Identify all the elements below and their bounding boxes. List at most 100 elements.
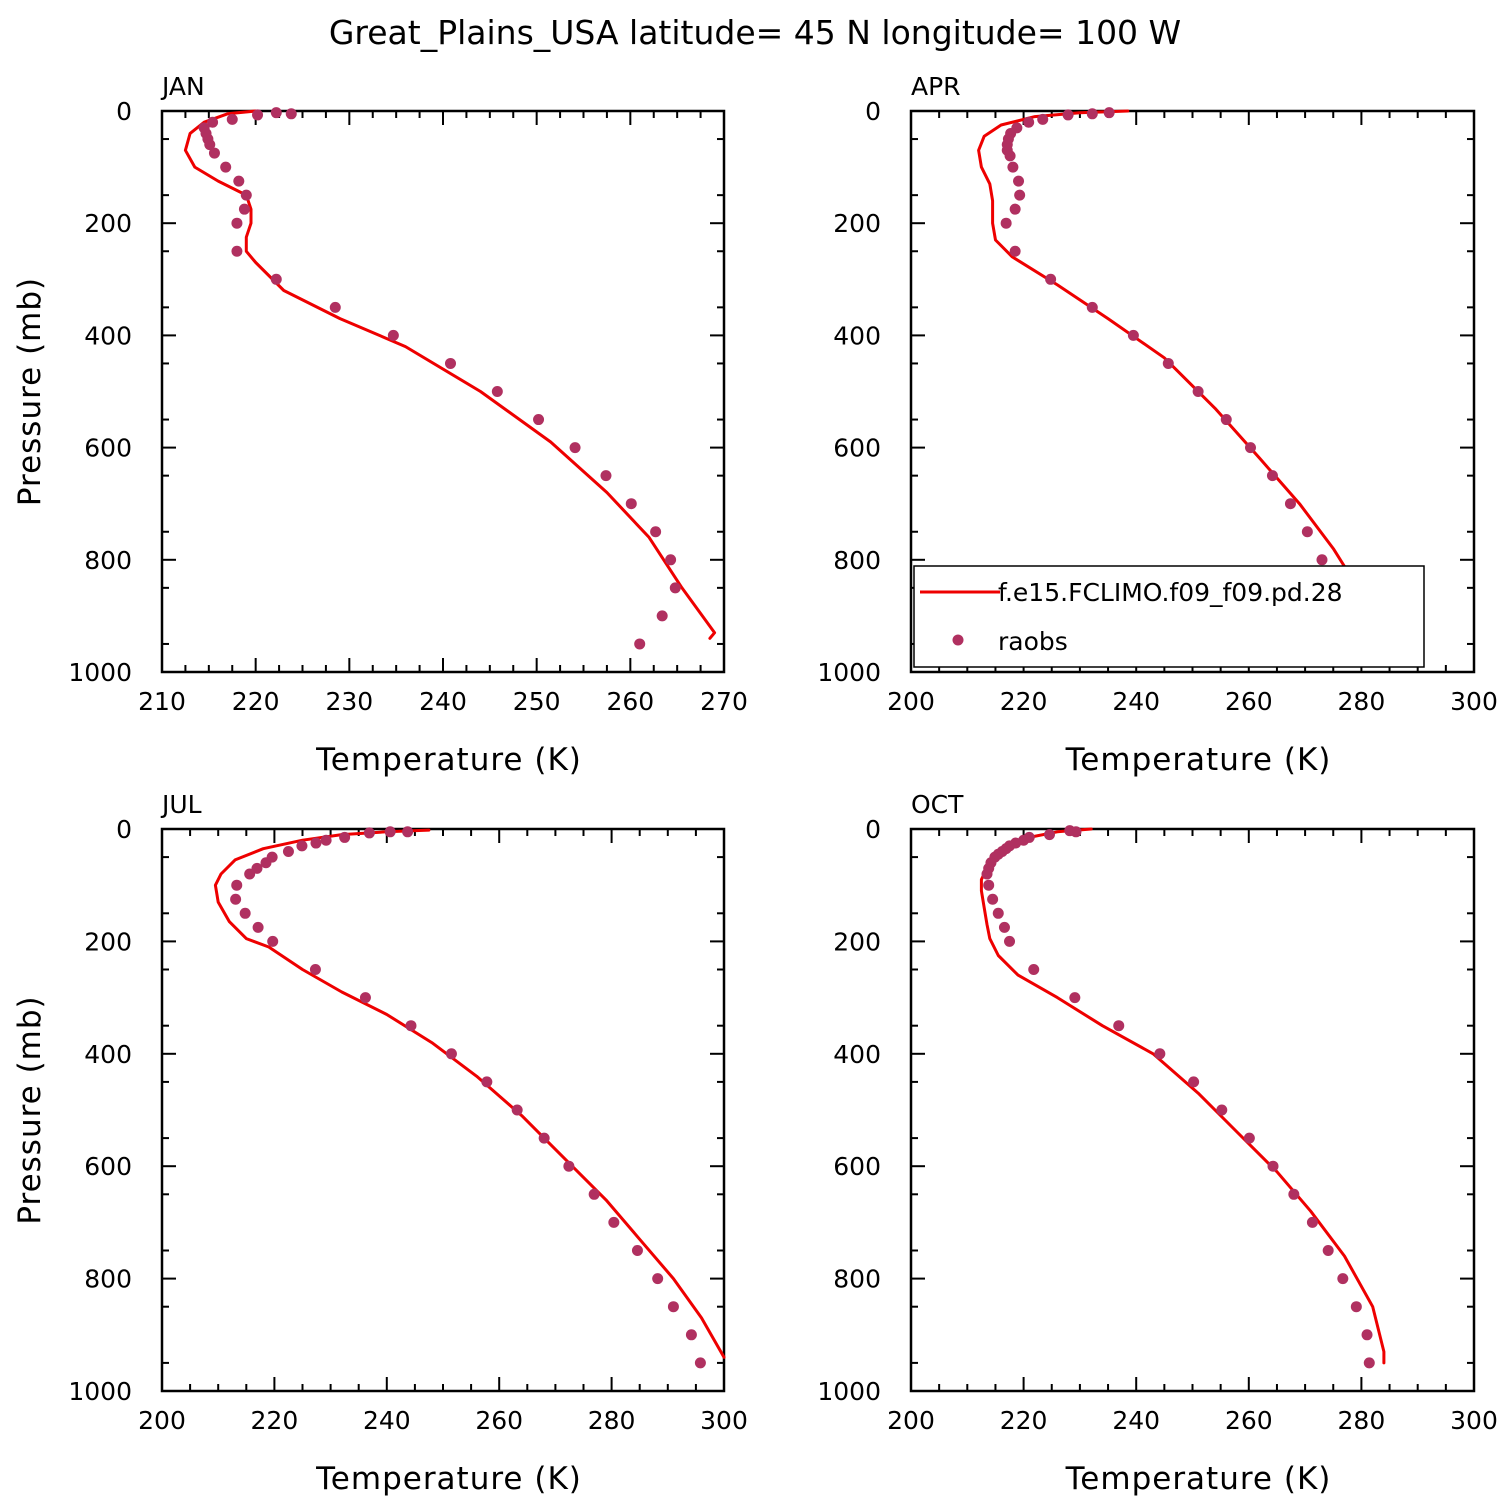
legend-obs-label: raobs: [998, 627, 1068, 656]
x-tick-label: 260: [1225, 1406, 1273, 1435]
obs-point: [1113, 1020, 1125, 1032]
legend-model-label: f.e15.FCLIMO.f09_f09.pd.28: [998, 578, 1343, 607]
obs-point: [667, 1301, 679, 1313]
obs-point: [1192, 386, 1204, 397]
obs-point: [987, 893, 999, 905]
x-axis-label: Temperature (K): [315, 1461, 582, 1497]
obs-point: [363, 827, 375, 839]
y-tick-label: 600: [833, 434, 881, 463]
obs-point: [320, 834, 332, 846]
obs-point: [282, 845, 294, 857]
obs-point: [207, 116, 219, 128]
obs-point: [387, 329, 399, 341]
y-tick-label: 600: [84, 434, 132, 463]
x-tick-label: 230: [325, 687, 373, 716]
obs-point: [359, 992, 371, 1004]
obs-point: [1162, 357, 1174, 369]
x-tick-label: 260: [606, 687, 654, 716]
y-tick-label: 800: [833, 1265, 881, 1294]
x-tick-label: 220: [232, 687, 280, 716]
obs-point: [1188, 1076, 1200, 1088]
obs-point: [533, 414, 545, 426]
obs-point: [665, 554, 677, 566]
obs-point: [998, 921, 1010, 933]
x-axis-label: Temperature (K): [315, 742, 582, 778]
obs-point: [1363, 1357, 1375, 1369]
obs-point: [1350, 1301, 1362, 1313]
panel-oct: OCT 200 220 240 260 280 300 0 200 400 600 800 1000 Te…: [817, 790, 1497, 1497]
panel-label: OCT: [911, 790, 964, 819]
obs-point: [296, 840, 308, 852]
x-axis-label: Temperature (K): [1065, 1461, 1332, 1497]
panel-apr: APR 200 220 240 260 280 300 0 200 400 600 800 1000 Te…: [817, 72, 1497, 778]
legend-box: [913, 565, 1425, 668]
obs-point: [1267, 1160, 1279, 1172]
obs-point: [231, 245, 243, 257]
obs-point: [569, 442, 581, 454]
x-tick-label: 300: [1450, 1406, 1498, 1435]
x-tick-label: 210: [138, 687, 186, 716]
obs-point: [1244, 442, 1256, 454]
y-tick-label: 0: [116, 97, 132, 126]
obs-point: [244, 868, 256, 880]
y-tick-label: 1000: [817, 1377, 881, 1406]
obs-point: [634, 638, 646, 650]
model-line: [183, 109, 717, 640]
obs-point: [252, 109, 264, 121]
x-axis-label: Temperature (K): [1065, 742, 1332, 778]
obs-point: [491, 386, 503, 397]
obs-point: [1000, 217, 1012, 229]
obs-point: [1004, 935, 1016, 947]
y-tick-label: 800: [84, 546, 132, 575]
y-tick-label: 400: [84, 1040, 132, 1069]
obs-point: [625, 498, 637, 510]
obs-point: [608, 1216, 620, 1228]
obs-point: [1069, 992, 1081, 1004]
y-tick-label: 600: [84, 1152, 132, 1181]
obs-point: [267, 935, 279, 947]
x-tick-label: 240: [1112, 1406, 1160, 1435]
obs-point: [204, 139, 216, 151]
obs-point: [310, 837, 322, 849]
obs-point: [1043, 829, 1055, 841]
obs-point: [1037, 113, 1049, 125]
obs-point: [444, 357, 456, 369]
x-tick-label: 250: [513, 687, 561, 716]
obs-point: [1007, 161, 1019, 173]
obs-point: [1361, 1329, 1373, 1341]
obs-point: [669, 582, 681, 594]
x-tick-label: 280: [1338, 1406, 1386, 1435]
obs-point: [1062, 109, 1074, 121]
y-tick-label: 1000: [68, 1377, 132, 1406]
x-tick-label: 270: [700, 687, 748, 716]
obs-point: [445, 1048, 457, 1060]
obs-point: [1009, 203, 1021, 215]
obs-point: [1322, 1245, 1334, 1256]
panel-label: JAN: [160, 72, 205, 101]
y-tick-label: 0: [116, 815, 132, 844]
model-line: [213, 828, 726, 1359]
obs-point: [231, 879, 243, 891]
obs-point: [208, 147, 220, 159]
obs-point: [252, 921, 264, 933]
obs-point: [238, 203, 250, 215]
obs-point: [1216, 1104, 1228, 1116]
obs-point: [1028, 964, 1040, 975]
obs-point: [1243, 1132, 1255, 1144]
x-tick-label: 260: [475, 1406, 523, 1435]
obs-point: [329, 301, 341, 313]
obs-point: [1086, 301, 1098, 313]
obs-point: [600, 470, 612, 482]
y-tick-label: 200: [833, 927, 881, 956]
obs-point: [1045, 273, 1057, 285]
y-axis-label: Pressure (mb): [12, 277, 48, 506]
obs-point: [563, 1160, 575, 1172]
obs-point: [481, 1076, 493, 1088]
obs-point: [652, 1273, 664, 1285]
x-tick-label: 200: [887, 1406, 935, 1435]
obs-point: [230, 893, 242, 905]
panel-label: APR: [911, 72, 961, 101]
y-tick-label: 600: [833, 1152, 881, 1181]
